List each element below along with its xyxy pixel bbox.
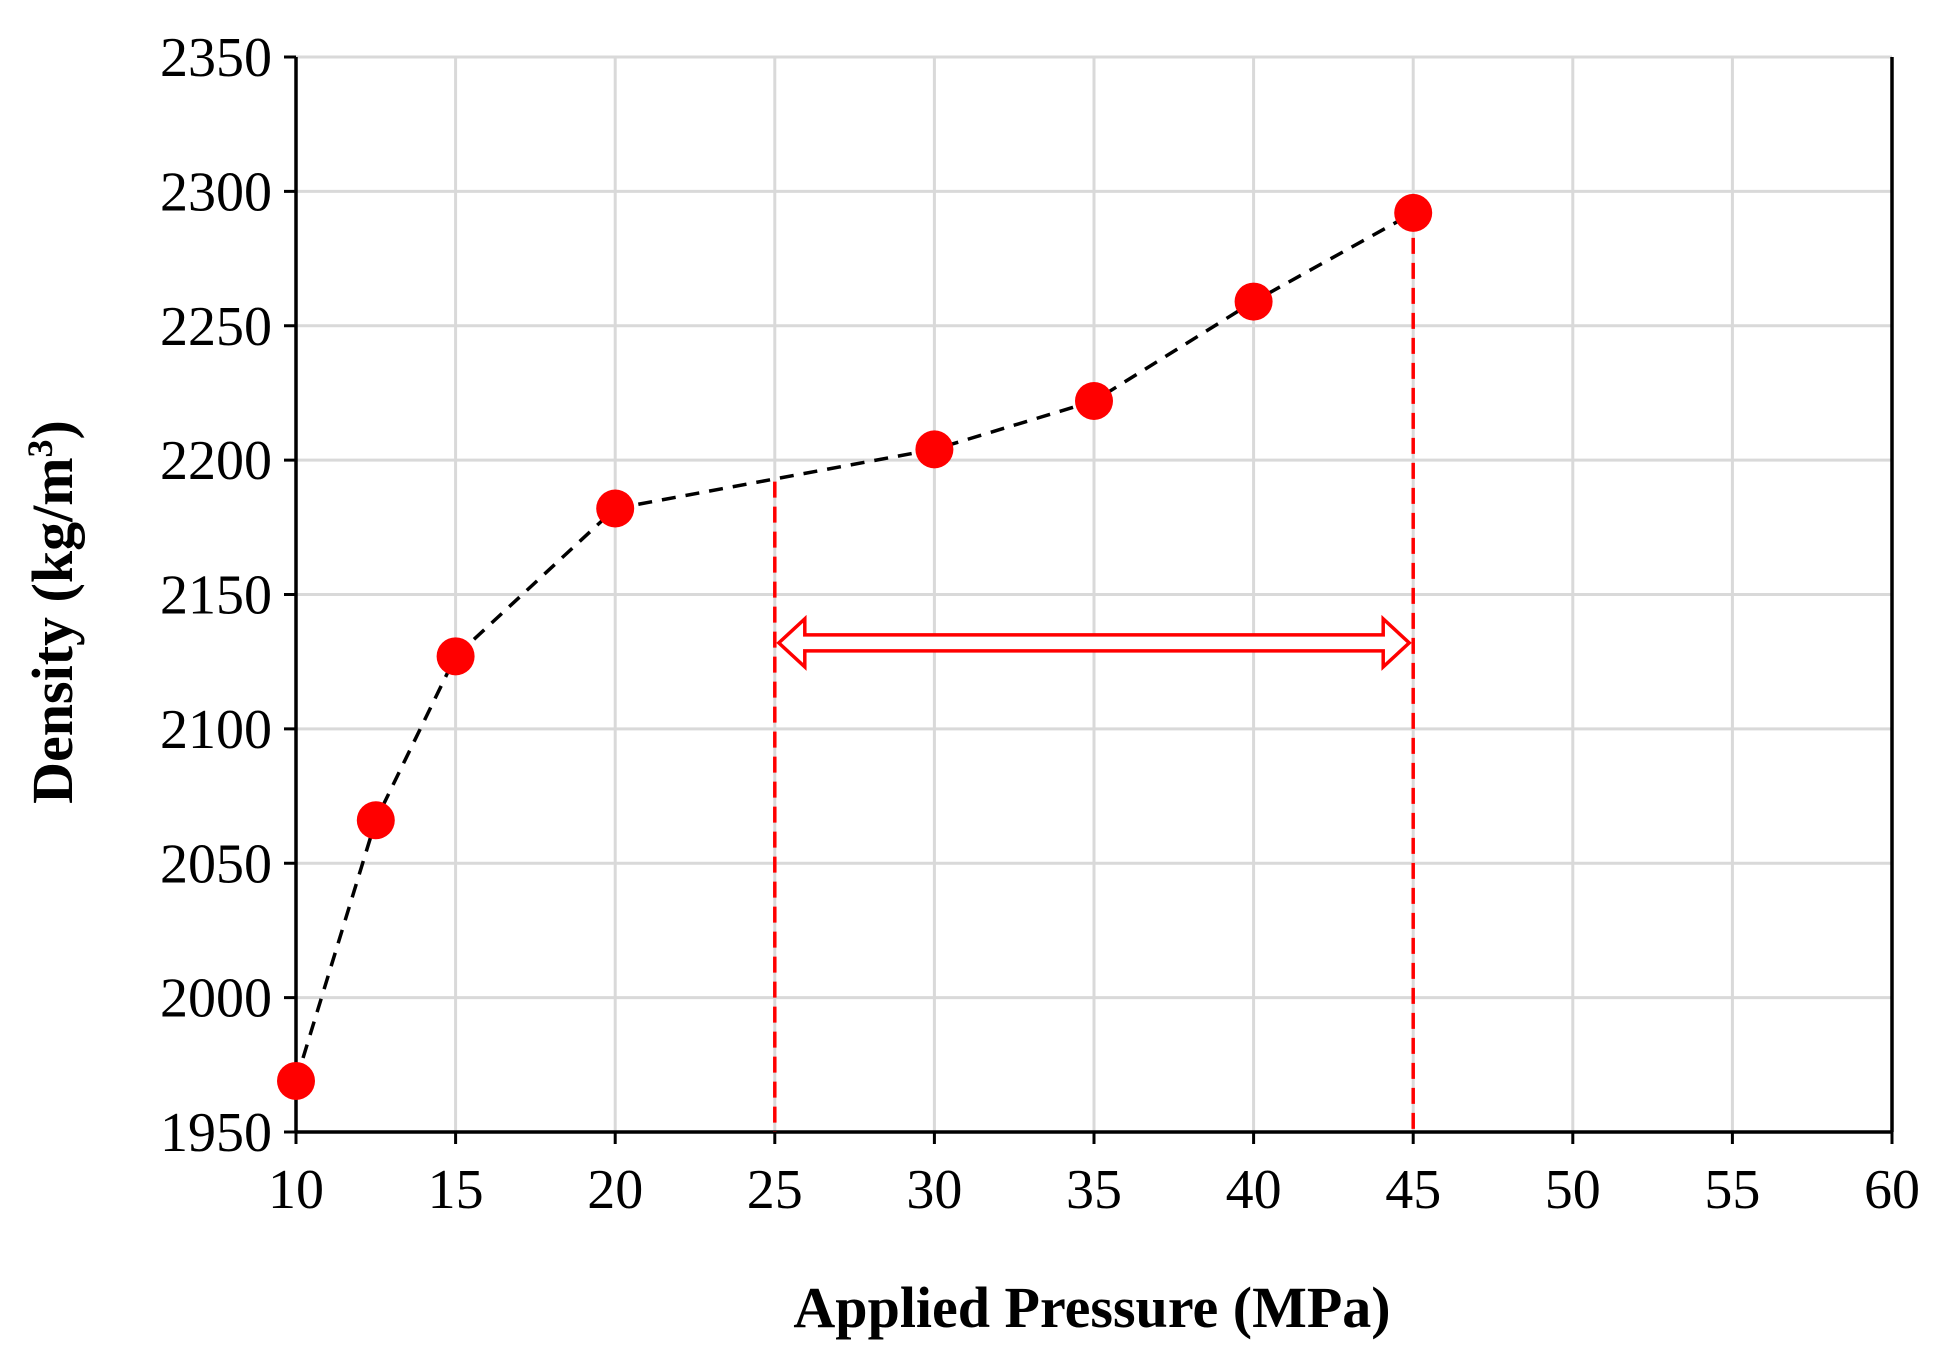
x-tick-label-55: 55 [1704, 1159, 1760, 1221]
x-tick-label-25: 25 [747, 1159, 803, 1221]
series-line-group [294, 211, 1415, 1082]
data-points [277, 193, 1433, 1100]
y-tick-label-2350: 2350 [160, 27, 272, 89]
axes [284, 55, 1894, 1144]
x-tick-label-35: 35 [1066, 1159, 1122, 1221]
y-tick-label-2050: 2050 [160, 833, 272, 895]
grid-lines [296, 55, 1894, 1132]
data-point-15 [436, 637, 475, 676]
x-tick-label-50: 50 [1545, 1159, 1601, 1221]
x-axis-title: Applied Pressure (MPa) [793, 1275, 1390, 1340]
data-point-12.5 [356, 801, 395, 840]
y-tick-label-2000: 2000 [160, 968, 272, 1030]
x-tick-label-20: 20 [587, 1159, 643, 1221]
data-point-20 [596, 489, 635, 528]
data-point-30 [915, 430, 954, 469]
y-tick-label-2200: 2200 [160, 430, 272, 492]
data-point-45 [1394, 193, 1433, 232]
y-tick-label-2300: 2300 [160, 161, 272, 223]
data-point-35 [1075, 382, 1113, 420]
y-tick-label-1950: 1950 [160, 1102, 272, 1164]
y-axis-title-close: ) [20, 420, 85, 439]
y-tick-label-2150: 2150 [160, 565, 272, 627]
x-tick-labels: 10 15 20 25 30 35 40 45 50 55 60 [268, 1159, 1920, 1221]
x-tick-label-45: 45 [1385, 1159, 1441, 1221]
y-axis-title: Density (kg/m3) [20, 420, 85, 804]
x-tick-label-60: 60 [1864, 1159, 1920, 1221]
data-point-10 [277, 1061, 315, 1100]
y-tick-labels: 1950 2000 2050 2100 2150 2200 2250 2300 2350 [160, 27, 272, 1164]
series-line [294, 211, 1415, 1082]
x-tick-label-30: 30 [906, 1159, 962, 1221]
x-tick-label-10: 10 [268, 1159, 324, 1221]
x-tick-label-15: 15 [428, 1159, 484, 1221]
range-annotation [773, 212, 1415, 1132]
data-point-40 [1234, 282, 1273, 321]
y-tick-label-2250: 2250 [160, 296, 272, 358]
y-axis-title-sup: 3 [20, 439, 60, 457]
y-tick-label-2100: 2100 [160, 699, 272, 761]
y-axis-title-main: Density (kg/m [20, 457, 85, 803]
x-tick-label-40: 40 [1226, 1159, 1282, 1221]
range-double-arrow [776, 614, 1412, 671]
